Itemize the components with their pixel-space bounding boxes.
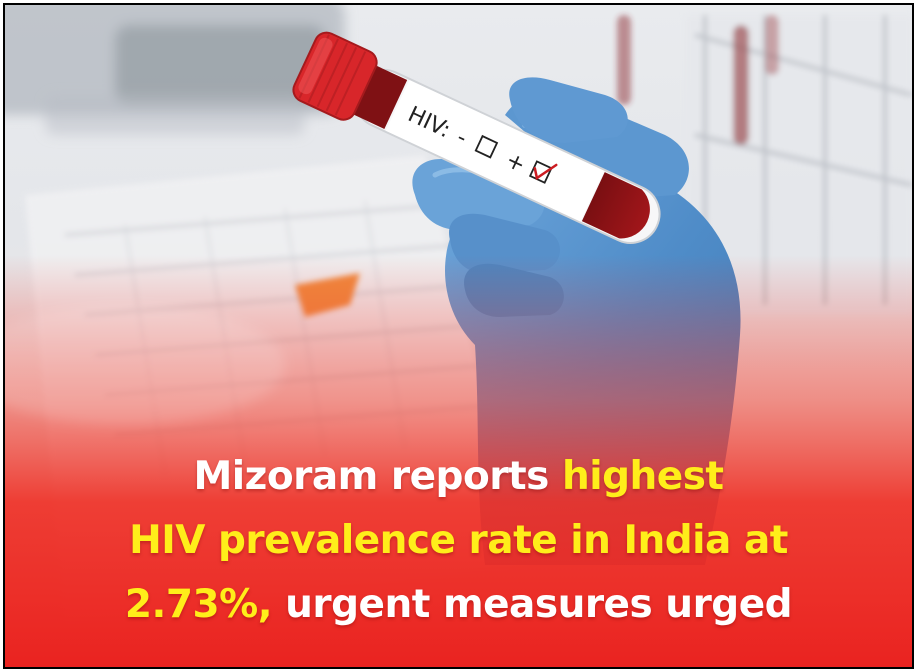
headline-line-3-yellow: 2.73%, [124, 582, 273, 627]
headline-line-1-yellow: highest [561, 454, 724, 499]
headline-line-1-white: Mizoram reports [193, 454, 562, 499]
headline: Mizoram reports highest HIV prevalence r… [5, 445, 912, 637]
blood-test-tube: HIV: - + [292, 31, 661, 244]
plus-checkbox [528, 160, 553, 184]
check-mark-icon [533, 163, 558, 181]
headline-line-3: 2.73%, urgent measures urged [5, 573, 912, 637]
image-frame: HIV: - + Mizoram reports highest HIV pre… [3, 3, 914, 669]
minus-checkbox [474, 134, 499, 159]
headline-line-1: Mizoram reports highest [5, 445, 912, 509]
headline-line-3-white: urgent measures urged [272, 582, 793, 627]
photo-scene: HIV: - + [5, 5, 912, 667]
headline-line-2: HIV prevalence rate in India at [129, 518, 788, 563]
